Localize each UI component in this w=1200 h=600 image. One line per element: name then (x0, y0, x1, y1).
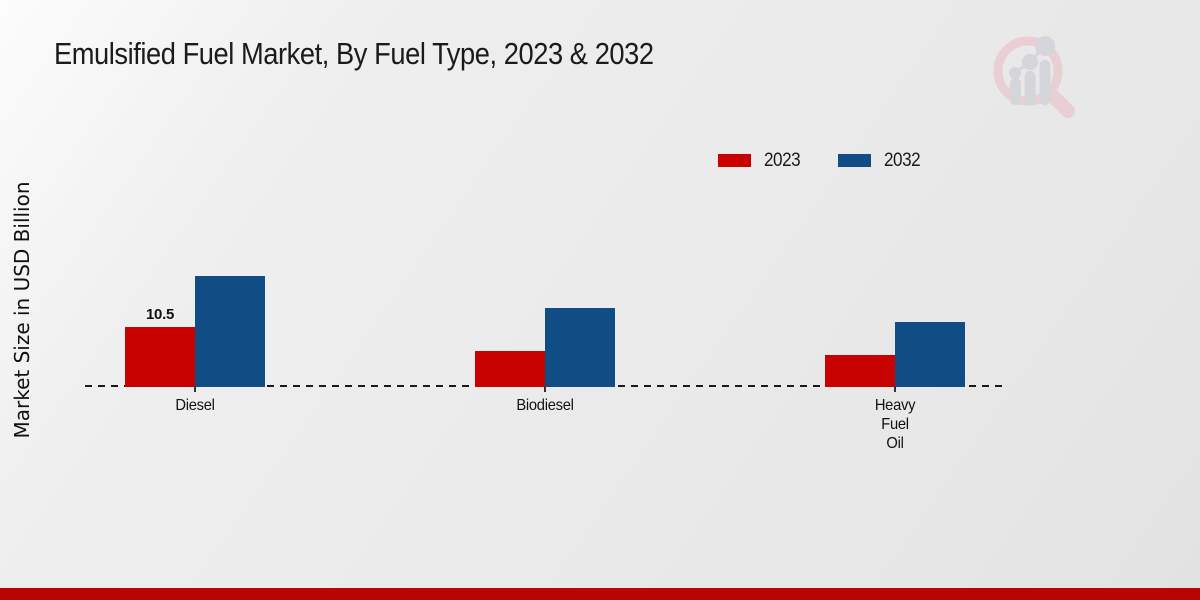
x-axis-tick-diesel (194, 387, 196, 392)
bar-2032-biodiesel (545, 308, 615, 387)
legend-swatch-2032 (838, 154, 872, 167)
legend-label-2023: 2023 (764, 150, 801, 171)
logo-bar-2 (1024, 71, 1036, 105)
magnifier-bar-chart-logo (993, 36, 1075, 118)
footer-red-bar (0, 588, 1200, 600)
bar-2032-heavy-fuel-oil (895, 322, 965, 387)
bar-2023-biodiesel (475, 351, 545, 387)
chart-title: Emulsified Fuel Market, By Fuel Type, 20… (54, 36, 654, 71)
category-label-diesel: Diesel (175, 397, 215, 414)
legend-item-2032: 2032 (838, 151, 924, 170)
value-label-2023-diesel: 10.5 (146, 306, 174, 323)
bar-2032-diesel (195, 276, 265, 387)
logo-dot-2 (1022, 54, 1038, 70)
legend: 2023 2032 (718, 151, 925, 170)
legend-label-2032: 2032 (884, 150, 921, 171)
legend-item-2023: 2023 (718, 151, 804, 170)
category-label-biodiesel: Biodiesel (516, 397, 574, 414)
logo-dot-1 (1009, 67, 1021, 79)
logo-bar-3 (1039, 60, 1051, 105)
logo-handle (1045, 88, 1075, 118)
logo-dot-3 (1035, 36, 1055, 56)
logo-bar-1 (1010, 78, 1021, 105)
category-label-heavy-fuel-oil: Heavy Fuel Oil (874, 397, 916, 452)
bar-2023-heavy-fuel-oil (825, 355, 895, 387)
bar-2023-diesel (125, 327, 195, 387)
x-axis-tick-biodiesel (544, 387, 546, 392)
legend-swatch-2023 (718, 154, 751, 167)
x-axis-tick-heavy-fuel-oil (894, 387, 896, 392)
